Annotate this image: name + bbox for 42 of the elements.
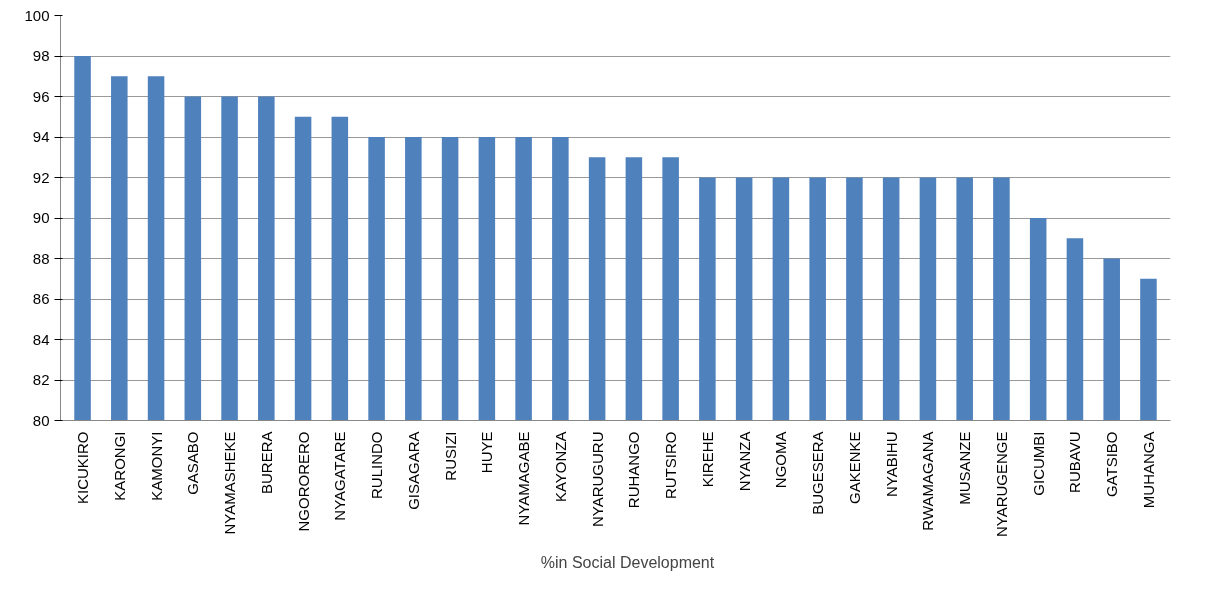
y-tick-label: 90 <box>32 209 50 226</box>
x-tick-label: NYANZA <box>735 431 753 492</box>
x-tick-label: GATSIBO <box>1103 431 1121 498</box>
x-tick-label: MUHANGA <box>1139 431 1157 509</box>
x-tick-label: NYABIHU <box>882 431 900 498</box>
x-tick-label: NYAGATARE <box>331 431 349 521</box>
y-tick-label: 92 <box>32 168 50 186</box>
y-tick-label: 100 <box>24 6 50 24</box>
x-tick-label: GAKENKE <box>845 431 863 505</box>
x-tick-label: NGOMA <box>772 431 790 489</box>
x-tick-label: KAMONYI <box>147 431 165 501</box>
y-tick-label: 98 <box>32 47 50 64</box>
x-tick-label: KAYONZA <box>551 431 569 503</box>
x-tick-label: RUSIZI <box>441 431 459 481</box>
y-tick-label: 94 <box>32 128 50 145</box>
y-tick-label: 84 <box>32 330 50 348</box>
x-tick-label: NYARUGURU <box>588 431 606 528</box>
y-tick-label: 86 <box>32 290 50 307</box>
y-tick-label: 96 <box>32 87 50 105</box>
x-tick-label: MUSANZE <box>956 431 974 505</box>
x-tick-label: BUGESERA <box>809 431 827 515</box>
x-tick-label: NGORORERO <box>294 431 312 532</box>
x-tick-label: KICUKIRO <box>74 431 92 505</box>
x-tick-label: NYARUGENGE <box>992 431 1010 538</box>
x-tick-label: KIREHE <box>698 431 716 488</box>
x-tick-label: NYAMAGABE <box>515 431 533 526</box>
x-tick-label: RUHANGO <box>625 431 643 509</box>
text: %in Social Development <box>540 553 715 572</box>
x-tick-label: BURERA <box>257 431 275 495</box>
x-tick-label: GICUMBI <box>1029 431 1047 496</box>
y-tick-label: 88 <box>32 249 50 267</box>
x-tick-label: RUTSIRO <box>662 431 680 499</box>
x-tick-label: GISAGARA <box>404 431 422 510</box>
x-tick-label: RUBAVU <box>1066 431 1084 493</box>
y-tick-label: 82 <box>32 371 50 388</box>
x-tick-label: GASABO <box>184 431 202 495</box>
x-tick-label: KARONGI <box>110 431 128 501</box>
x-tick-label: RULINDO <box>368 431 386 500</box>
x-tick-label: RWAMAGANA <box>919 431 937 531</box>
x-tick-label: HUYE <box>478 431 496 474</box>
y-tick-label: 80 <box>32 411 50 429</box>
x-tick-label: NYAMASHEKE <box>221 431 239 535</box>
